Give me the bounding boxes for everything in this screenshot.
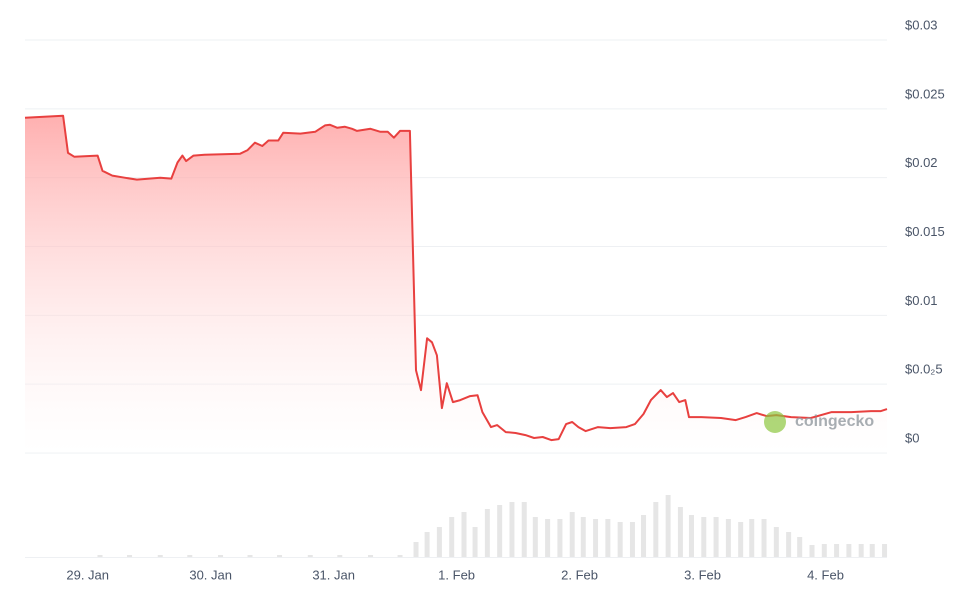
volume-bar <box>641 515 647 557</box>
x-tick-label: 2. Feb <box>561 567 598 582</box>
volume-bar <box>677 507 683 557</box>
volume-bar <box>497 505 503 557</box>
x-tick-label: 30. Jan <box>189 567 232 582</box>
volume-bar <box>247 555 253 557</box>
y-tick-label: $0 <box>905 430 919 445</box>
volume-bar <box>605 519 611 557</box>
volume-bar <box>797 537 803 557</box>
x-tick-label: 29. Jan <box>66 567 109 582</box>
volume-bar <box>725 519 731 557</box>
volume-bar <box>461 512 467 557</box>
volume-bar <box>413 542 419 557</box>
volume-bar <box>569 512 575 557</box>
watermark-logo <box>764 411 786 433</box>
volume-bar <box>127 555 133 557</box>
volume-bar <box>580 517 586 557</box>
volume-bar <box>749 519 755 557</box>
volume-bar <box>307 555 313 557</box>
volume-bar <box>593 519 599 557</box>
volume-bar <box>436 527 442 557</box>
y-tick-label: $0.02 <box>905 155 938 170</box>
volume-bar <box>472 527 478 557</box>
volume-bar <box>617 522 623 557</box>
volume-bar <box>157 555 163 557</box>
volume-bar <box>834 544 840 557</box>
y-tick-label: $0.03 <box>905 17 938 32</box>
volume-bar <box>277 555 283 557</box>
volume-bar <box>509 502 515 557</box>
volume-bar <box>761 519 767 557</box>
volume-bar <box>218 555 224 557</box>
volume-bar <box>337 555 343 557</box>
volume-bar <box>532 517 538 557</box>
volume-bar <box>187 555 193 557</box>
volume-bar <box>738 522 744 557</box>
volume-bar <box>846 544 852 557</box>
volume-bar <box>397 555 403 557</box>
volume-bar <box>97 555 103 557</box>
volume-bar <box>449 517 455 557</box>
y-tick-label: $0.01 <box>905 293 938 308</box>
volume-bar <box>545 519 551 557</box>
y-tick-label: $0.025 <box>905 86 945 101</box>
volume-bar <box>653 502 659 557</box>
volume-bar <box>484 509 490 557</box>
volume-bar <box>821 544 827 557</box>
y-tick-label: $0.0₂5 <box>905 362 943 377</box>
x-tick-label: 4. Feb <box>807 567 844 582</box>
volume-bar <box>858 544 864 557</box>
price-line <box>24 114 888 442</box>
volume-bar <box>424 532 430 557</box>
x-tick-label: 1. Feb <box>438 567 475 582</box>
volume-bar <box>713 517 719 557</box>
volume-bar <box>882 544 888 557</box>
volume-bar <box>629 522 635 557</box>
volume-bar <box>701 517 707 557</box>
volume-bar <box>521 502 527 557</box>
volume-bar <box>773 527 779 557</box>
x-tick-label: 31. Jan <box>312 567 355 582</box>
watermark: coingecko <box>795 413 874 430</box>
volume-bar <box>809 545 815 557</box>
volume-bar <box>368 555 374 557</box>
volume-bar <box>688 515 694 557</box>
price-area <box>25 115 887 453</box>
volume-bar <box>665 495 671 557</box>
x-tick-label: 3. Feb <box>684 567 721 582</box>
volume-bar <box>557 519 563 557</box>
y-tick-label: $0.015 <box>905 224 945 239</box>
volume-bar <box>869 544 875 557</box>
volume-bar <box>786 532 792 557</box>
